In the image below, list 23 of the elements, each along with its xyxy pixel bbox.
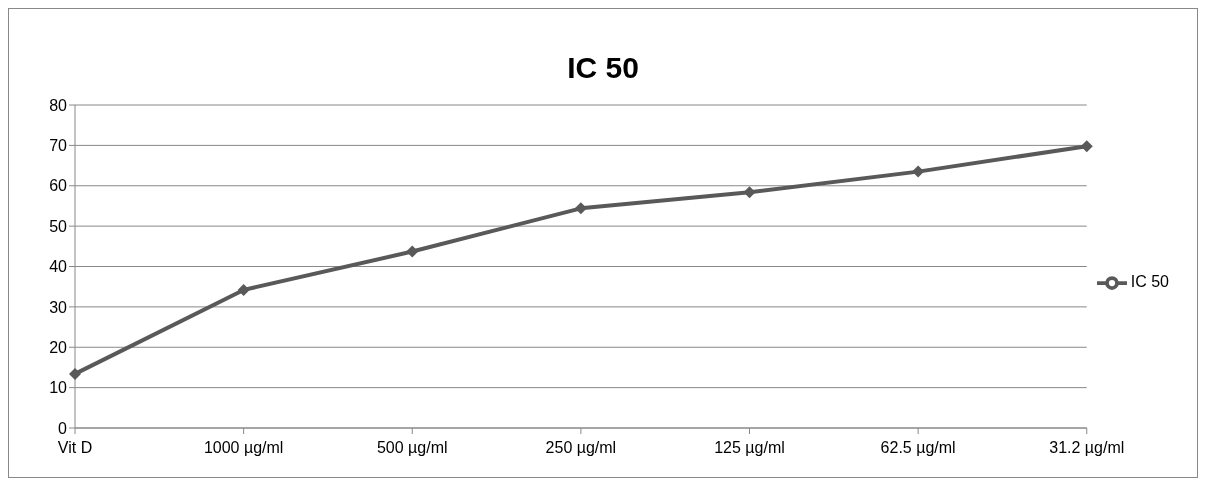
y-tick-label: 70 bbox=[49, 137, 68, 155]
point bbox=[406, 245, 419, 258]
point bbox=[912, 165, 925, 178]
y-tick-label: 0 bbox=[58, 419, 68, 437]
y-tick-label: 60 bbox=[49, 177, 68, 195]
x-tick-label: 125 µg/ml bbox=[714, 439, 785, 457]
x-tick-label: 250 µg/ml bbox=[545, 439, 617, 457]
point bbox=[574, 202, 587, 215]
y-tick-label: 30 bbox=[49, 298, 68, 316]
x-tick-label: 62.5 µg/ml bbox=[880, 439, 956, 457]
y-tick-label: 20 bbox=[49, 338, 68, 356]
legend-label: IC 50 bbox=[1130, 273, 1169, 291]
y-tick-label: 80 bbox=[49, 96, 68, 114]
y-tick-label: 50 bbox=[49, 217, 68, 235]
y-tick-label: 10 bbox=[49, 379, 68, 397]
x-tick-label: Vit D bbox=[57, 439, 93, 457]
point bbox=[69, 367, 81, 380]
x-tick-label: 500 µg/ml bbox=[376, 439, 448, 457]
x-tick-label: 1000 µg/ml bbox=[203, 439, 284, 457]
chart-title: IC 50 bbox=[566, 51, 640, 86]
y-tick-label: 40 bbox=[49, 258, 68, 276]
point bbox=[237, 283, 250, 296]
x-tick-label: 31.2 µg/ml bbox=[1049, 439, 1125, 457]
